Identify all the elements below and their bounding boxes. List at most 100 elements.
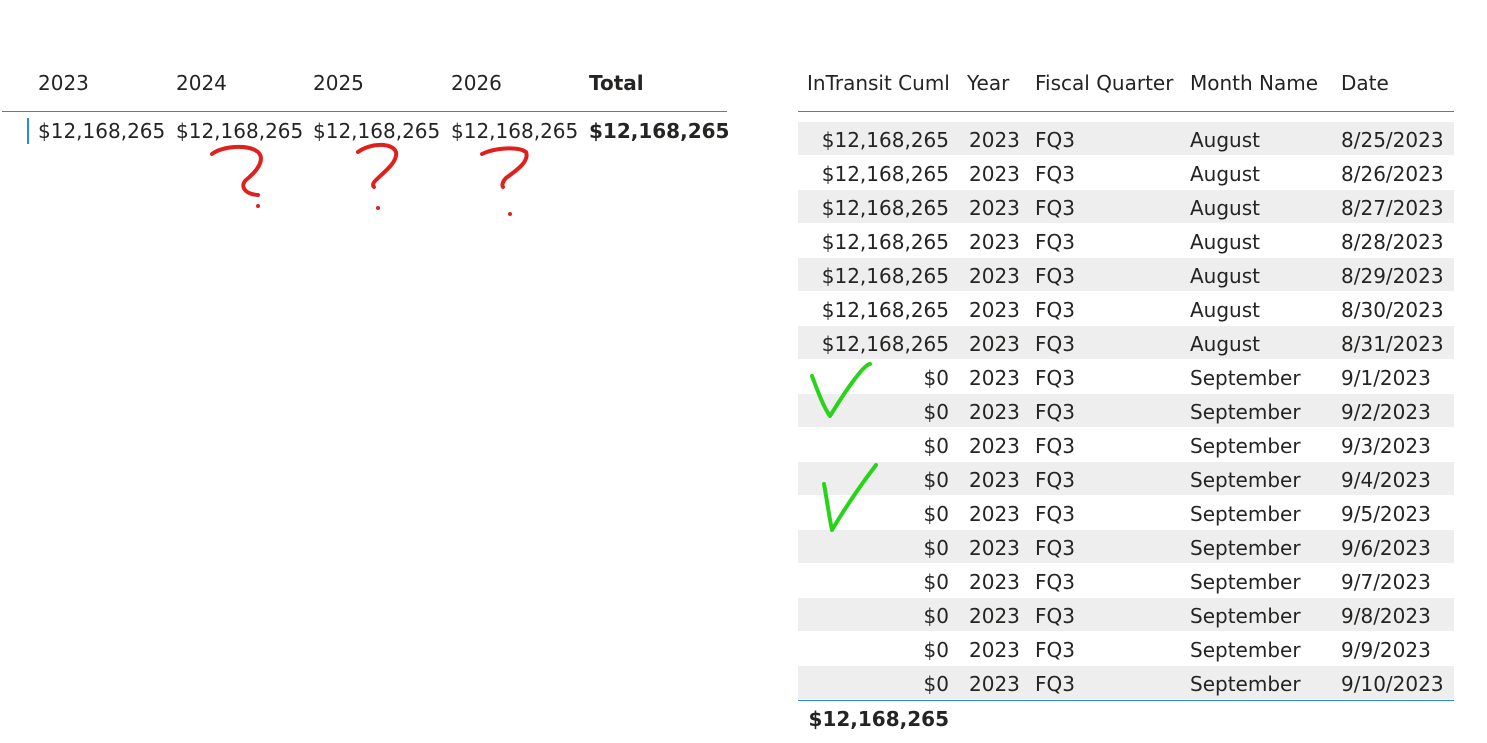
table-cell-date: 9/2/2023 bbox=[1341, 400, 1431, 424]
table-cell-fiscal-quarter: FQ3 bbox=[1035, 672, 1075, 696]
table-cell-month-name: September bbox=[1190, 672, 1301, 696]
table-cell-intransit-cuml: $0 bbox=[923, 638, 949, 662]
table-cell-year: 2023 bbox=[969, 366, 1020, 390]
matrix-value-2026[interactable]: $12,168,265 bbox=[451, 119, 579, 143]
table-cell-month-name: August bbox=[1190, 162, 1260, 186]
table-cell-intransit-cuml: $12,168,265 bbox=[821, 298, 949, 322]
table-cell-month-name: August bbox=[1190, 128, 1260, 152]
table-cell-year: 2023 bbox=[969, 230, 1020, 254]
table-cell-year: 2023 bbox=[969, 570, 1020, 594]
table-cell-date: 9/3/2023 bbox=[1341, 434, 1431, 458]
table-cell-month-name: September bbox=[1190, 366, 1301, 390]
table-cell-intransit-cuml: $0 bbox=[923, 536, 949, 560]
table-cell-month-name: September bbox=[1190, 468, 1301, 492]
table-cell-fiscal-quarter: FQ3 bbox=[1035, 162, 1075, 186]
table-header-month-name[interactable]: Month Name bbox=[1190, 71, 1319, 95]
table-cell-date: 9/1/2023 bbox=[1341, 366, 1431, 390]
table-cell-fiscal-quarter: FQ3 bbox=[1035, 366, 1075, 390]
table-cell-fiscal-quarter: FQ3 bbox=[1035, 604, 1075, 628]
table-cell-intransit-cuml: $0 bbox=[923, 570, 949, 594]
matrix-header-2026[interactable]: 2026 bbox=[451, 71, 502, 95]
table-cell-intransit-cuml: $12,168,265 bbox=[821, 264, 949, 288]
table-cell-year: 2023 bbox=[969, 332, 1020, 356]
table-cell-intransit-cuml: $12,168,265 bbox=[821, 196, 949, 220]
table-header-divider bbox=[798, 111, 1454, 112]
table-cell-month-name: August bbox=[1190, 264, 1260, 288]
table-cell-intransit-cuml: $0 bbox=[923, 366, 949, 390]
table-row[interactable] bbox=[798, 190, 1454, 223]
table-row[interactable] bbox=[798, 598, 1454, 631]
table-row[interactable] bbox=[798, 666, 1454, 699]
table-cell-intransit-cuml: $12,168,265 bbox=[821, 332, 949, 356]
matrix-value-2025[interactable]: $12,168,265 bbox=[313, 119, 441, 143]
table-row[interactable] bbox=[798, 122, 1454, 155]
table-cell-year: 2023 bbox=[969, 502, 1020, 526]
matrix-header-divider bbox=[2, 111, 727, 112]
matrix-row-selector[interactable] bbox=[27, 118, 29, 144]
matrix-value-total[interactable]: $12,168,265 bbox=[589, 119, 730, 143]
table-cell-date: 9/8/2023 bbox=[1341, 604, 1431, 628]
table-cell-intransit-cuml: $0 bbox=[923, 434, 949, 458]
table-header-fiscal-quarter[interactable]: Fiscal Quarter bbox=[1035, 71, 1174, 95]
table-cell-intransit-cuml: $0 bbox=[923, 604, 949, 628]
table-header-date[interactable]: Date bbox=[1341, 71, 1389, 95]
table-cell-intransit-cuml: $0 bbox=[923, 672, 949, 696]
red-question-mark-icon bbox=[210, 145, 263, 208]
table-cell-month-name: September bbox=[1190, 434, 1301, 458]
table-cell-date: 8/29/2023 bbox=[1341, 264, 1444, 288]
table-cell-fiscal-quarter: FQ3 bbox=[1035, 502, 1075, 526]
table-row[interactable] bbox=[798, 326, 1454, 359]
table-cell-year: 2023 bbox=[969, 264, 1020, 288]
table-row-partial bbox=[798, 112, 1454, 120]
table-cell-date: 9/7/2023 bbox=[1341, 570, 1431, 594]
table-cell-fiscal-quarter: FQ3 bbox=[1035, 332, 1075, 356]
table-cell-intransit-cuml: $0 bbox=[923, 468, 949, 492]
table-cell-date: 9/5/2023 bbox=[1341, 502, 1431, 526]
table-cell-date: 8/27/2023 bbox=[1341, 196, 1444, 220]
table-cell-year: 2023 bbox=[969, 162, 1020, 186]
table-cell-fiscal-quarter: FQ3 bbox=[1035, 570, 1075, 594]
table-cell-date: 8/28/2023 bbox=[1341, 230, 1444, 254]
table-row[interactable] bbox=[798, 258, 1454, 291]
table-cell-date: 9/9/2023 bbox=[1341, 638, 1431, 662]
table-cell-month-name: September bbox=[1190, 536, 1301, 560]
matrix-value-2024[interactable]: $12,168,265 bbox=[176, 119, 304, 143]
red-question-mark-icon bbox=[356, 142, 399, 210]
table-cell-intransit-cuml: $12,168,265 bbox=[821, 128, 949, 152]
table-cell-fiscal-quarter: FQ3 bbox=[1035, 298, 1075, 322]
table-cell-intransit-cuml: $12,168,265 bbox=[821, 230, 949, 254]
matrix-header-total[interactable]: Total bbox=[589, 71, 644, 95]
matrix-header-2024[interactable]: 2024 bbox=[176, 71, 227, 95]
red-question-mark-icon bbox=[480, 146, 529, 216]
table-cell-year: 2023 bbox=[969, 638, 1020, 662]
table-cell-fiscal-quarter: FQ3 bbox=[1035, 400, 1075, 424]
table-header-year[interactable]: Year bbox=[967, 71, 1010, 95]
table-cell-year: 2023 bbox=[969, 468, 1020, 492]
table-header-intransit-cuml[interactable]: InTransit Cuml bbox=[807, 71, 950, 95]
table-cell-month-name: September bbox=[1190, 400, 1301, 424]
table-row[interactable] bbox=[798, 462, 1454, 495]
matrix-header-2023[interactable]: 2023 bbox=[38, 71, 89, 95]
table-cell-date: 9/4/2023 bbox=[1341, 468, 1431, 492]
table-cell-month-name: September bbox=[1190, 638, 1301, 662]
table-cell-fiscal-quarter: FQ3 bbox=[1035, 196, 1075, 220]
table-cell-fiscal-quarter: FQ3 bbox=[1035, 264, 1075, 288]
table-cell-fiscal-quarter: FQ3 bbox=[1035, 230, 1075, 254]
table-cell-month-name: August bbox=[1190, 230, 1260, 254]
matrix-value-2023[interactable]: $12,168,265 bbox=[38, 119, 166, 143]
table-cell-fiscal-quarter: FQ3 bbox=[1035, 434, 1075, 458]
table-cell-intransit-cuml: $0 bbox=[923, 400, 949, 424]
table-cell-year: 2023 bbox=[969, 536, 1020, 560]
table-row[interactable] bbox=[798, 530, 1454, 563]
table-cell-year: 2023 bbox=[969, 128, 1020, 152]
table-row[interactable] bbox=[798, 394, 1454, 427]
table-cell-month-name: September bbox=[1190, 502, 1301, 526]
table-cell-fiscal-quarter: FQ3 bbox=[1035, 536, 1075, 560]
table-cell-fiscal-quarter: FQ3 bbox=[1035, 638, 1075, 662]
table-cell-date: 9/6/2023 bbox=[1341, 536, 1431, 560]
matrix-header-2025[interactable]: 2025 bbox=[313, 71, 364, 95]
table-total-divider bbox=[798, 700, 1454, 701]
table-cell-month-name: August bbox=[1190, 298, 1260, 322]
table-cell-intransit-cuml: $0 bbox=[923, 502, 949, 526]
table-cell-year: 2023 bbox=[969, 298, 1020, 322]
